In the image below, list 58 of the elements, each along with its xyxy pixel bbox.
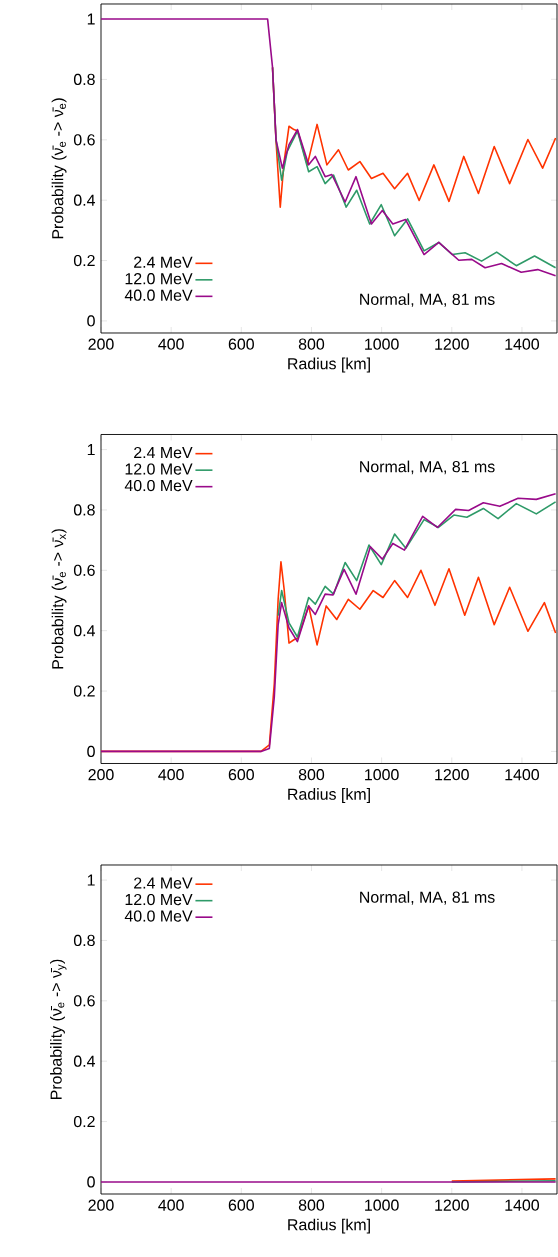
line-series <box>277 501 557 638</box>
y-tick-label: 0 <box>87 315 95 327</box>
y-tick-label: 0.4 <box>73 1055 96 1067</box>
legend-label: 12.0 MeV <box>125 463 193 475</box>
x-tick-label: 800 <box>298 1199 325 1211</box>
legend-label: 40.0 MeV <box>124 910 193 922</box>
x-tick-label: 1000 <box>365 338 399 350</box>
x-tick-label: 1200 <box>435 1199 469 1211</box>
y-axis-title: Probability (ν̄$_{e}$ -> ν̄$_{x}$) <box>51 529 67 669</box>
y-tick-label: 0.2 <box>73 254 95 267</box>
x-axis-title: Radius [km] <box>288 357 370 373</box>
y-tick-label: 0 <box>87 1176 95 1188</box>
x-tick-label: 1200 <box>435 769 469 781</box>
y-tick-label: 1 <box>87 444 95 456</box>
y-tick-label: 0 <box>87 745 95 758</box>
legend-label: 40.0 MeV <box>124 479 193 492</box>
y-axis-title: Probability (ν̄$_{e}$ -> ν̄$_{e}$) <box>51 98 67 239</box>
legend-label: 2.4 MeV <box>134 877 193 889</box>
x-tick-label: 400 <box>158 769 184 781</box>
x-tick-label: 200 <box>88 1199 114 1211</box>
x-tick-label: 400 <box>158 1199 184 1211</box>
y-tick-label: 0.6 <box>73 134 95 146</box>
x-axis-title: Radius [km] <box>288 788 370 803</box>
y-tick-label: 0.8 <box>73 73 95 86</box>
x-tick-label: 600 <box>228 1199 254 1211</box>
x-tick-label: 1000 <box>365 769 399 781</box>
y-tick-label: 0.8 <box>73 934 95 947</box>
annotation: Normal, MA, 81 ms <box>360 891 495 905</box>
legend-label: 2.4 MeV <box>134 446 193 459</box>
y-tick-label: 1 <box>87 874 95 886</box>
x-tick-label: 800 <box>298 769 325 781</box>
y-tick-label: 0.6 <box>73 564 95 576</box>
x-tick-label: 1000 <box>365 1199 399 1211</box>
x-tick-label: 200 <box>88 338 114 350</box>
y-tick-label: 0.4 <box>73 194 96 206</box>
y-tick-label: 0.2 <box>73 1115 95 1128</box>
y-tick-label: 0.2 <box>73 685 95 697</box>
y-axis-title: Probability (ν̄$_{e}$ -> ν̄$_{y}$) <box>50 959 67 1100</box>
legend-label: 12.0 MeV <box>125 273 193 285</box>
x-tick-label: 400 <box>158 338 184 350</box>
x-tick-label: 1200 <box>435 338 469 350</box>
x-axis-title: Radius [km] <box>288 1218 370 1234</box>
x-tick-label: 1400 <box>505 338 540 350</box>
x-tick-label: 1400 <box>505 1199 540 1211</box>
x-tick-label: 800 <box>298 338 325 350</box>
x-tick-label: 600 <box>228 338 254 350</box>
y-tick-label: 0.8 <box>73 504 95 516</box>
annotation: Normal, MA, 81 ms <box>360 293 495 307</box>
x-tick-label: 1400 <box>505 769 540 781</box>
legend-label: 2.4 MeV <box>134 256 193 268</box>
y-tick-label: 1 <box>87 13 95 25</box>
annotation: Normal, MA, 81 ms <box>360 460 495 475</box>
legend-label: 12.0 MeV <box>125 893 193 906</box>
y-tick-label: 0.4 <box>73 625 96 637</box>
legend-label: 40.0 MeV <box>124 289 193 301</box>
x-tick-label: 600 <box>228 769 254 781</box>
y-tick-label: 0.6 <box>73 995 95 1007</box>
x-tick-label: 200 <box>88 769 114 781</box>
